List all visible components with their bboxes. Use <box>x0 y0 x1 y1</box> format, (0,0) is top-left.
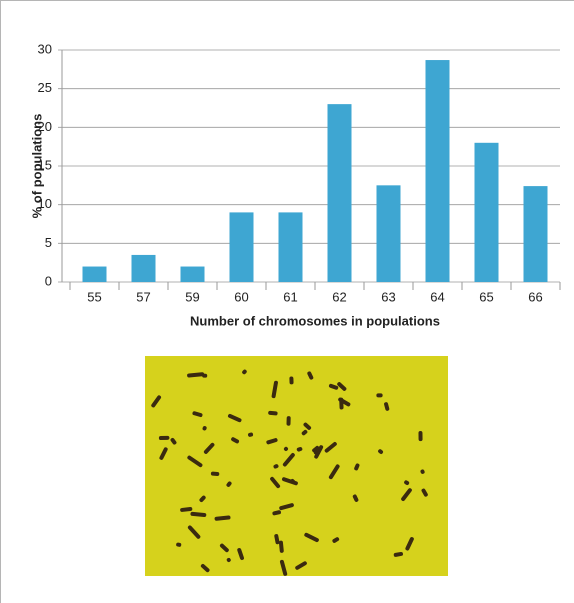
x-tick-label: 65 <box>479 289 493 304</box>
bar <box>377 185 401 282</box>
bar <box>181 267 205 282</box>
x-tick-label: 64 <box>430 289 444 304</box>
bar <box>524 186 548 282</box>
x-tick-label: 66 <box>528 289 542 304</box>
x-tick-label: 57 <box>136 289 150 304</box>
photo-background <box>145 356 448 576</box>
bar <box>132 255 156 282</box>
x-tick-label: 63 <box>381 289 395 304</box>
photo <box>145 356 448 576</box>
chart: % of populations Number of chromosomes i… <box>0 0 574 603</box>
bar <box>426 60 450 282</box>
x-tick-label: 60 <box>234 289 248 304</box>
chromosome <box>289 376 293 384</box>
y-tick-label: 30 <box>38 41 52 56</box>
chromosome <box>211 472 220 477</box>
x-tick-label: 62 <box>332 289 346 304</box>
y-tick-label: 10 <box>38 196 52 211</box>
bar <box>230 212 254 282</box>
y-tick-label: 15 <box>38 157 52 172</box>
y-tick-label: 5 <box>45 235 52 250</box>
chromosome <box>314 450 319 454</box>
page: % of populations Number of chromosomes i… <box>0 0 574 603</box>
bar <box>83 267 107 282</box>
x-axis-title: Number of chromosomes in populations <box>190 313 440 328</box>
chromosome <box>159 436 170 440</box>
bar <box>475 143 499 282</box>
chromosome <box>286 416 290 426</box>
y-tick-label: 0 <box>45 273 52 288</box>
y-tick-label: 25 <box>38 80 52 95</box>
chromosome <box>418 431 422 441</box>
bar <box>328 104 352 282</box>
x-tick-label: 59 <box>185 289 199 304</box>
x-tick-label: 61 <box>283 289 297 304</box>
chromosome <box>376 393 382 397</box>
bar <box>279 212 303 282</box>
x-tick-label: 55 <box>87 289 101 304</box>
y-tick-label: 20 <box>38 119 52 134</box>
